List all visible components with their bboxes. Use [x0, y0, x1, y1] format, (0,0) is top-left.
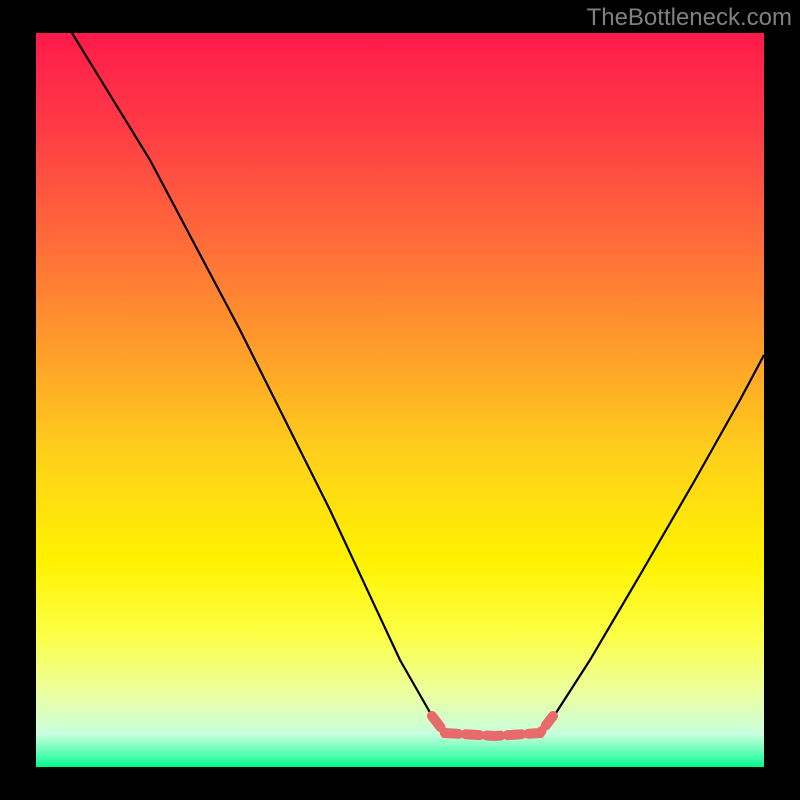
valley-marker: [432, 716, 553, 736]
bottleneck-curve-right: [545, 355, 764, 730]
chart-container: TheBottleneck.com: [0, 0, 800, 800]
bottleneck-curve-left: [72, 33, 440, 730]
curve-layer: [0, 0, 800, 800]
